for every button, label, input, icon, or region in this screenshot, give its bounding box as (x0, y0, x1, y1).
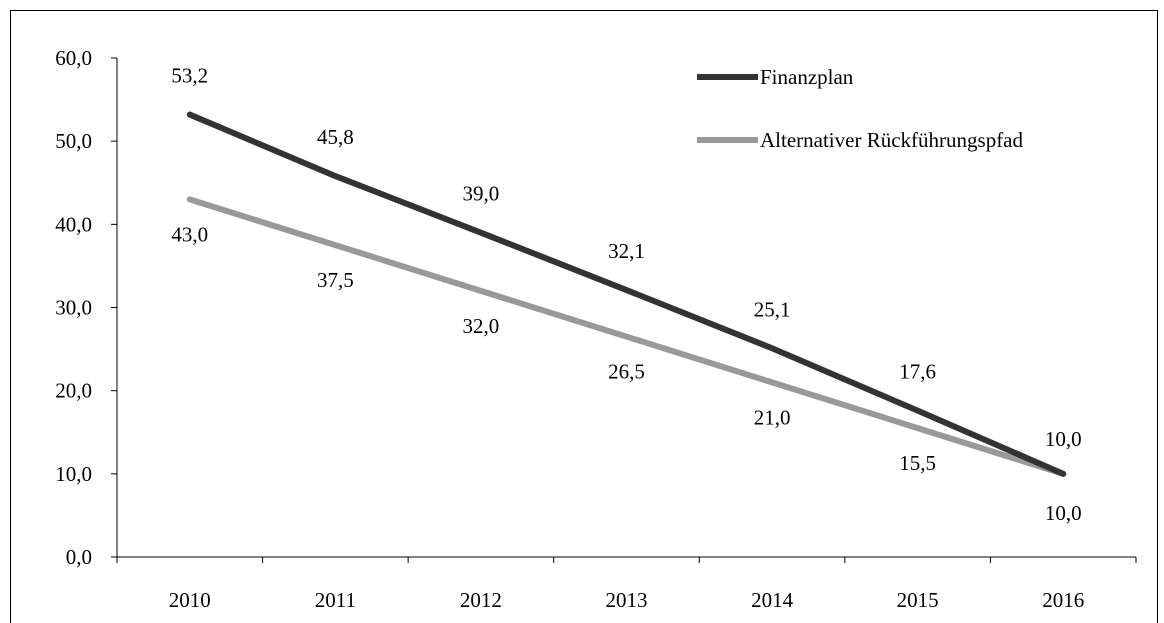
y-tick-label: 50,0 (55, 129, 92, 153)
x-tick-label: 2014 (751, 588, 794, 612)
x-tick-label: 2013 (606, 588, 648, 612)
series-line-1 (186, 196, 1067, 477)
data-label-series-0: 10,0 (1045, 427, 1082, 451)
y-tick-label: 40,0 (55, 212, 92, 236)
x-tick-label: 2016 (1042, 588, 1084, 612)
x-tick-labels: 2010 2011 2012 2013 2014 2015 2016 (169, 588, 1084, 612)
x-tick-label: 2012 (460, 588, 502, 612)
x-tick-label: 2011 (315, 588, 356, 612)
data-label-series-1: 15,5 (899, 451, 936, 475)
y-tick-label: 0,0 (66, 545, 92, 569)
data-label-series-0: 32,1 (608, 239, 645, 263)
x-tick-label: 2015 (897, 588, 939, 612)
y-tick-label: 30,0 (55, 296, 92, 320)
axes (111, 57, 1137, 563)
y-tick-label: 20,0 (55, 379, 92, 403)
legend-label-0: Finanzplan (760, 65, 854, 89)
data-label-series-1: 32,0 (463, 314, 500, 338)
y-tick-label: 10,0 (55, 462, 92, 486)
data-label-series-1: 43,0 (171, 222, 208, 246)
data-label-series-1: 21,0 (754, 405, 791, 429)
legend: Finanzplan Alternativer Rückführungspfad (697, 65, 1024, 152)
data-labels: 53,2 45,8 39,0 32,1 25,1 17,6 10,0 43,0 37,5 32,0… (171, 64, 1081, 525)
data-label-series-0: 39,0 (463, 182, 500, 206)
data-label-series-0: 25,1 (754, 297, 791, 321)
data-label-series-1: 10,0 (1045, 501, 1082, 525)
series-lines (186, 111, 1067, 477)
y-tick-labels: 0,0 10,0 20,0 30,0 40,0 50,0 60,0 (55, 46, 92, 569)
series-line-0 (186, 111, 1067, 477)
data-label-series-1: 26,5 (608, 360, 645, 384)
data-label-series-1: 37,5 (317, 268, 354, 292)
legend-label-1: Alternativer Rückführungspfad (760, 128, 1024, 152)
chart-frame (10, 10, 1158, 623)
data-label-series-0: 17,6 (899, 360, 936, 384)
data-label-series-0: 53,2 (171, 64, 208, 88)
y-tick-label: 60,0 (55, 46, 92, 70)
x-tick-label: 2010 (169, 588, 211, 612)
data-label-series-0: 45,8 (317, 125, 354, 149)
